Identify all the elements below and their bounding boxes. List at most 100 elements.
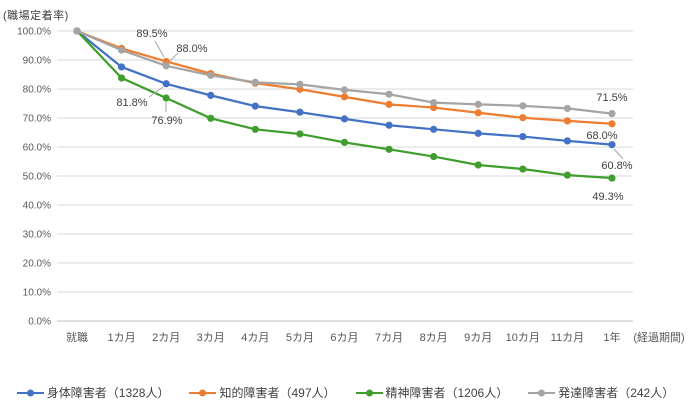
data-point — [340, 138, 349, 146]
y-tick-label: 40.0% — [23, 201, 51, 212]
data-point — [385, 121, 393, 129]
data-point — [207, 91, 215, 99]
data-point — [430, 99, 438, 107]
data-label: 89.5% — [136, 28, 167, 40]
x-tick-label: 9カ月 — [464, 331, 492, 344]
x-tick-label: 5カ月 — [286, 331, 314, 344]
data-point — [430, 152, 438, 161]
x-tick-label: 1年 — [603, 330, 620, 344]
data-point — [474, 129, 482, 137]
y-axis-title: (職場定着率) — [3, 10, 69, 22]
data-point — [73, 27, 81, 35]
data-point — [563, 117, 571, 125]
data-point — [251, 78, 259, 86]
data-point — [162, 94, 170, 102]
data-point — [563, 137, 571, 145]
x-tick-label: 7カ月 — [375, 331, 403, 344]
x-tick-label: 就職 — [66, 330, 88, 344]
series-line — [76, 29, 613, 115]
data-point — [385, 90, 393, 98]
data-point — [385, 145, 393, 153]
leader-line — [613, 148, 624, 160]
data-label: 60.8% — [601, 160, 632, 172]
data-point — [340, 115, 349, 123]
data-point — [608, 110, 616, 118]
y-tick-label: 100.0% — [17, 27, 51, 38]
data-label: 88.0% — [176, 43, 207, 55]
data-label: 68.0% — [586, 130, 617, 142]
data-point — [519, 102, 527, 110]
x-tick-label: 10カ月 — [506, 331, 540, 344]
data-point — [474, 100, 482, 108]
y-tick-label: 30.0% — [23, 230, 51, 241]
y-tick-label: 50.0% — [23, 172, 51, 183]
data-point — [519, 132, 527, 141]
data-point — [608, 174, 616, 182]
x-tick-label: 6カ月 — [330, 331, 358, 344]
legend: 身体障害者（1328人） 知的障害者（497人） 精神障害者（1206人） 発達障害者… — [0, 384, 691, 401]
data-point — [296, 85, 304, 93]
data-point — [563, 104, 571, 113]
data-point — [519, 165, 527, 173]
legend-label: 精神障害者（1206人） — [385, 386, 509, 400]
data-point — [117, 74, 126, 82]
legend-label: 発達障害者（242人） — [558, 386, 675, 400]
data-point — [117, 63, 126, 71]
legend-marker-icon — [189, 389, 217, 396]
legend-item: 発達障害者（242人） — [528, 384, 674, 401]
data-point — [207, 114, 215, 122]
y-tick-label: 90.0% — [23, 56, 51, 67]
y-tick-label: 80.0% — [23, 85, 51, 96]
legend-label: 知的障害者（497人） — [219, 386, 336, 400]
x-tick-label: 8カ月 — [420, 331, 448, 344]
x-tick-label: 1カ月 — [108, 331, 136, 344]
data-label: 81.8% — [116, 97, 147, 109]
data-point — [430, 125, 438, 133]
legend-item: 知的障害者（497人） — [189, 384, 336, 401]
legend-item: 身体障害者（1328人） — [16, 384, 170, 401]
legend-item: 精神障害者（1206人） — [355, 384, 509, 401]
y-tick-label: 60.0% — [23, 143, 51, 154]
leader-line — [148, 86, 164, 98]
x-axis-title: (経過期間) — [633, 331, 684, 344]
y-tick-label: 0.0% — [28, 317, 51, 328]
y-tick-label: 10.0% — [23, 288, 51, 299]
leader-line — [168, 52, 179, 63]
data-point — [296, 80, 304, 88]
leader-line — [154, 40, 165, 58]
series-line — [76, 30, 613, 180]
legend-marker-icon — [528, 389, 556, 396]
data-point — [296, 108, 304, 116]
data-point — [251, 125, 259, 133]
legend-marker-icon — [355, 389, 383, 396]
data-point — [207, 71, 215, 79]
data-point — [608, 120, 616, 128]
data-point — [474, 161, 482, 169]
x-tick-label: 3カ月 — [197, 331, 225, 344]
data-point — [251, 102, 259, 110]
x-tick-label: 4カ月 — [241, 331, 269, 344]
data-point — [519, 114, 527, 122]
x-tick-label: 11カ月 — [551, 331, 584, 344]
data-label: 71.5% — [596, 92, 627, 104]
data-point — [117, 46, 126, 54]
line-chart: 0.0% 10.0% 20.0% 30.0% 40.0% 50.0% 60.0% 70.0% 8… — [17, 27, 685, 345]
data-point — [385, 100, 393, 108]
legend-marker-icon — [16, 389, 44, 396]
data-point — [430, 103, 438, 112]
data-point — [608, 141, 616, 149]
y-tick-label: 70.0% — [23, 114, 51, 125]
data-point — [162, 62, 170, 70]
data-label: 49.3% — [592, 191, 623, 203]
data-point — [563, 171, 571, 179]
data-point — [340, 93, 349, 101]
data-point — [296, 130, 304, 138]
data-point — [474, 109, 482, 117]
data-point — [340, 86, 349, 94]
legend-label: 身体障害者（1328人） — [46, 386, 170, 400]
data-point — [162, 80, 170, 88]
data-label: 76.9% — [151, 115, 182, 127]
y-tick-label: 20.0% — [23, 259, 51, 270]
x-tick-label: 2カ月 — [152, 331, 180, 344]
